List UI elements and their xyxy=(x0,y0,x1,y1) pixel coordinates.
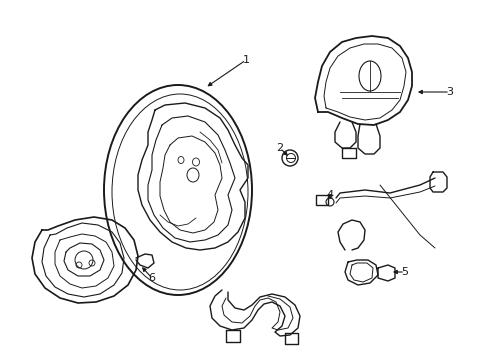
Text: 2: 2 xyxy=(276,143,283,153)
Text: 1: 1 xyxy=(242,55,249,65)
Text: 5: 5 xyxy=(401,267,407,277)
Text: 3: 3 xyxy=(446,87,452,97)
Text: 4: 4 xyxy=(326,190,333,200)
Text: 6: 6 xyxy=(148,273,155,283)
